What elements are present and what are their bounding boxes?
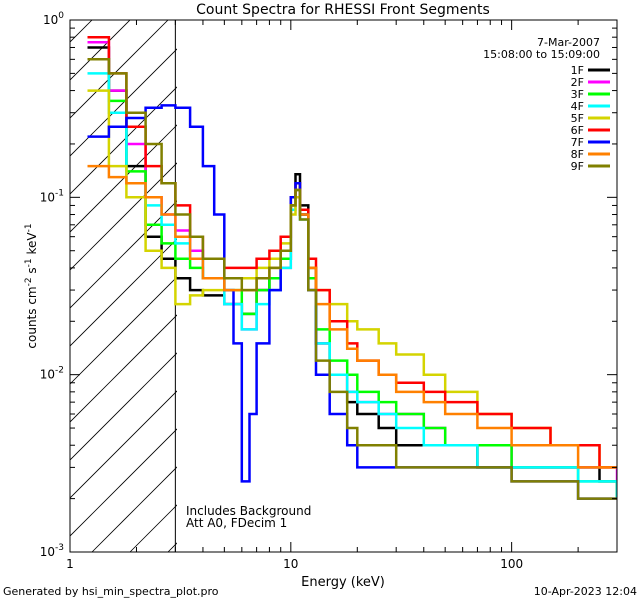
hatch-line (70, 352, 177, 461)
plot-frame (69, 19, 618, 553)
chart-title: Count Spectra for RHESSI Front Segments (196, 2, 490, 18)
legend-label-2f: 2F (571, 76, 584, 89)
y-tick-label: 10-2 (40, 366, 64, 382)
series-line-4f (87, 72, 617, 499)
hatch-line (70, 390, 177, 499)
hatch-line (0, 0, 48, 552)
y-axis-label: counts cm-2 s-1 keV-1 (24, 223, 39, 348)
x-tick-label: 1 (66, 557, 74, 571)
series-line-1f (87, 46, 617, 499)
observation-date: 7-Mar-2007 (537, 36, 600, 49)
series-line-2f (87, 40, 617, 482)
legend-label-9f: 9F (571, 160, 584, 173)
hatch-line (70, 48, 177, 157)
hatch-line (70, 162, 177, 271)
annotation-background: Includes Background (186, 504, 311, 518)
legend-label-8f: 8F (571, 148, 584, 161)
legend-label-6f: 6F (571, 124, 584, 137)
hatch-line (167, 542, 177, 552)
x-tick-label: 10 (283, 557, 298, 571)
hatch-region (0, 0, 177, 552)
y-tick-label: 100 (43, 11, 64, 27)
series-line-3f (87, 58, 617, 499)
hatch-line (70, 238, 177, 347)
x-tick-label: 100 (500, 557, 523, 571)
x-axis-label: Energy (keV) (301, 575, 385, 590)
hatch-line (70, 124, 177, 233)
hatch-line (129, 504, 177, 552)
annotation-attenuator: Att A0, FDecim 1 (186, 516, 287, 530)
hatch-line (0, 0, 86, 552)
time-range: 15:08:00 to 15:09:00 (483, 48, 600, 61)
series-line-5f (87, 89, 617, 469)
legend-label-5f: 5F (571, 112, 584, 125)
legend-label-1f: 1F (571, 64, 584, 77)
legend-label-7f: 7F (571, 136, 584, 149)
hatch-line (70, 276, 177, 385)
generated-by-text: Generated by hsi_min_spectra_plot.pro (3, 585, 219, 598)
legend-label-4f: 4F (571, 100, 584, 113)
y-tick-label: 10-1 (40, 188, 64, 204)
series-line-9f (87, 58, 617, 500)
hatch-line (0, 0, 10, 552)
y-tick-label: 10-3 (40, 543, 64, 559)
timestamp-text: 10-Apr-2023 12:04 (534, 585, 637, 598)
hatch-line (70, 20, 169, 119)
hatch-line (70, 428, 177, 537)
hatch-line (70, 314, 177, 423)
legend-label-3f: 3F (571, 88, 584, 101)
